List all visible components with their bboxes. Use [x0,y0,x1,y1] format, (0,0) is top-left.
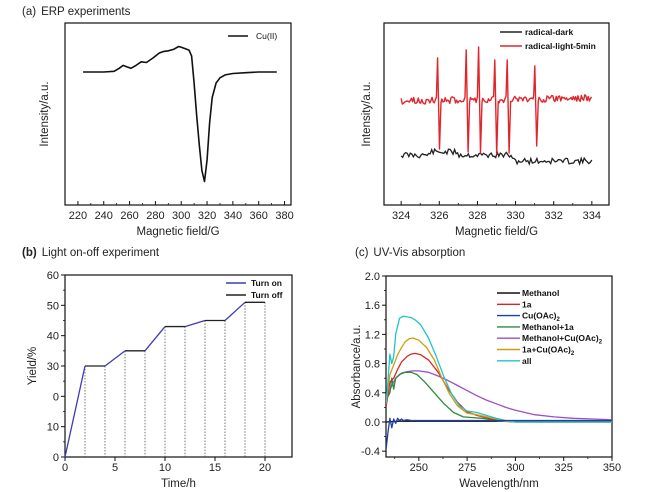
series-line-cu-oac-2 [386,417,612,450]
plot-frame [385,275,613,458]
series-line-all [386,315,612,423]
x-tick-label: 275 [458,462,476,474]
y-axis-label: Intensity/a.u. [39,81,51,146]
y-tick-label: 1.6 [365,300,380,312]
y-tick-label: 0.0 [365,417,380,429]
y-tick-label: 1.2 [365,329,380,341]
x-tick-label: 325 [555,462,573,474]
panel-a-title-text: ERP experiments [41,6,131,18]
chart-uv-vis: Wavelength/nm Absorbance/a.u. 250 275 300 325… [351,271,621,490]
series-segment-turn-on [64,365,86,458]
legend-label: Methanol+1a [522,322,574,332]
plot-frame [64,22,292,206]
x-tick-label: 326 [430,210,448,222]
y-axis-label: Absorbance/a.u. [351,325,363,409]
panel-b-title-text: Light on-off experiment [42,247,160,259]
series-line-1a [386,352,612,423]
series-segment-turn-on [184,319,206,328]
x-axis-label: Magnetic field/G [455,226,538,238]
legend-label: 1a [522,299,532,309]
series-line-methanol-1a [386,371,612,423]
x-tick-label: 10 [159,462,171,474]
x-axis-label: Wavelength/nm [459,478,538,490]
x-axis-label: Magnetic field/G [136,226,219,238]
y-tick-label: 0 [53,452,59,464]
x-tick-label: 330 [506,210,524,222]
series-segment-turn-on [144,326,166,352]
legend-label: Cu(OAc)2 [522,311,560,324]
series-line-1a-cu-oac-2 [386,337,612,423]
x-tick-label: 332 [545,210,563,222]
y-tick-label: 2.0 [365,271,380,283]
series-segment-turn-on [224,301,246,321]
legend-label: Turn off [251,290,283,300]
x-tick-label: 20 [259,462,271,474]
x-tick-label: 324 [392,210,410,222]
legend-label: Methanol [522,288,559,298]
series-group [386,315,612,450]
legend-label: radical-dark [525,27,573,37]
panel-b-title: (b) Light on-off experiment [22,247,160,259]
y-tick-label: 40 [47,331,59,343]
y-tick-label: 0.8 [365,359,380,371]
x-tick-label: 300 [172,210,190,222]
chart-erp-cu: Magnetic field/G Intensity/a.u. 220 240 260 2… [39,22,294,238]
legend-label: 1a+Cu(OAc)2 [522,345,575,358]
chart-erp-radical: Magnetic field/G Intensity/a.u. 324 326 328 3… [361,22,610,238]
chart-light-on-off: Time/h Yield/% 0 5 10 15 20 0 10 0 30 40 50 60 Turn on… [27,270,293,490]
panel-a-title: (a) ERP experiments [22,6,131,18]
x-axis-label: Time/h [161,478,196,490]
legend-label: radical-light-5min [525,41,596,51]
x-tick-label: 5 [112,462,118,474]
x-tick-label: 300 [506,462,524,474]
x-tick-label: 260 [120,210,138,222]
panel-c-title-text: UV-Vis absorption [373,247,465,259]
x-tick-label: 320 [198,210,216,222]
x-tick-label: 350 [603,462,621,474]
y-tick-label: 60 [47,270,59,282]
y-axis-label: Intensity/a.u. [361,81,373,146]
panel-c-title: (c) UV-Vis absorption [355,247,465,259]
panel-a-label: (a) [22,6,36,18]
y-tick-label: 50 [47,300,59,312]
x-tick-label: 240 [95,210,113,222]
x-tick-label: 360 [250,210,268,222]
x-tick-label: 220 [69,210,87,222]
y-tick-label: 0.4 [365,388,380,400]
panel-c-label: (c) [355,247,369,259]
legend-label: all [522,356,531,366]
legend-label: Cu(II) [256,31,277,41]
panel-b-label: (b) [22,247,37,259]
x-tick-label: 280 [146,210,164,222]
y-tick-label: 30 [47,361,59,373]
y-axis-label: Yield/% [27,347,39,386]
x-tick-label: 250 [410,462,428,474]
x-tick-label: 328 [468,210,486,222]
legend-label: Turn on [251,278,282,288]
y-tick-label: 0 [53,391,59,403]
series-segment-turn-on [104,350,126,367]
x-tick-label: 0 [62,462,68,474]
series-line-cu-ii [83,45,277,183]
x-tick-label: 334 [583,210,601,222]
series-line-radical-dark [400,147,593,166]
legend-label: Methanol+Cu(OAc)2 [522,333,603,346]
y-tick-label: -0.4 [361,446,380,458]
x-tick-label: 380 [275,210,293,222]
x-tick-label: 340 [224,210,242,222]
y-tick-label: 10 [47,422,59,434]
x-tick-label: 15 [209,462,221,474]
series-line-radical-light-5min [400,46,593,155]
